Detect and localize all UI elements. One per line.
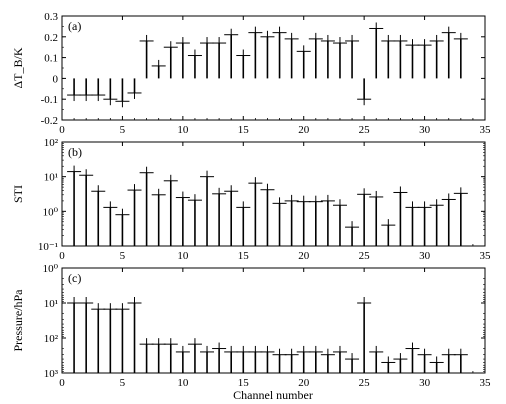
y-tick-label: 0.2 [44,32,58,44]
y-tick-label: 10³ [44,368,59,380]
x-tick-label: 15 [238,124,250,136]
y-axis-label: Pressure/hPa [11,289,25,352]
x-tick-label: 10 [177,124,189,136]
x-tick-label: 30 [419,124,431,136]
panel-label: (c) [68,271,81,285]
x-tick-label: 20 [298,124,310,136]
x-tick-label: 20 [298,250,310,262]
x-tick-label: 15 [238,250,250,262]
panel-a: 0 5 10 15 20 25 30 35 -0.2 -0.1 0 0.1 0.2 0.3 (a) ΔT_B/… [11,11,491,136]
y-axis-label: STI [11,185,25,203]
x-tick-label: 0 [59,250,65,262]
x-tick-label: 10 [177,250,189,262]
y-tick-label: -0.2 [41,115,58,127]
y-tick-label: 0.1 [44,53,58,65]
y-tick-label: 0.3 [44,11,58,23]
x-axis-label: Channel number [233,388,313,402]
y-tick-label: 10⁰ [43,263,59,275]
x-tick-label: 5 [120,124,126,136]
y-tick-label: 10² [44,137,59,149]
y-tick-label: 10⁻¹ [38,241,58,253]
x-tick-label: 0 [59,124,65,136]
y-tick-label: 0 [53,73,59,85]
plot-frame [61,15,486,121]
plot-frame [61,267,486,374]
panel-label: (a) [68,19,81,33]
panel-c: 0 5 10 15 20 25 30 35 10⁰ 10¹ 10² 10³ (c) Pressure/hP… [11,263,491,389]
panel-label: (b) [68,145,82,159]
x-tick-label: 15 [238,377,250,389]
y-tick-label: 10⁰ [43,206,59,218]
y-axis-label: ΔT_B/K [11,47,25,88]
x-tick-label: 25 [359,377,371,389]
x-tick-label: 35 [480,250,492,262]
x-tick-label: 25 [359,250,371,262]
x-tick-label: 30 [419,377,431,389]
panel-b: 0 5 10 15 20 25 30 35 10⁻¹ 10⁰ 10¹ 10² (b) STI [11,137,491,262]
y-tick-label: 10¹ [44,172,58,184]
x-tick-label: 0 [59,377,65,389]
x-tick-label: 20 [298,377,310,389]
y-tick-label: 10¹ [44,298,58,310]
x-tick-label: 5 [120,377,126,389]
y-tick-label: 10² [44,333,59,345]
x-tick-label: 5 [120,250,126,262]
x-tick-label: 25 [359,124,371,136]
x-tick-label: 10 [177,377,189,389]
plot-frame [61,141,486,247]
x-tick-label: 35 [480,377,492,389]
x-tick-label: 35 [480,124,492,136]
y-tick-label: -0.1 [41,94,58,106]
x-tick-label: 30 [419,250,431,262]
